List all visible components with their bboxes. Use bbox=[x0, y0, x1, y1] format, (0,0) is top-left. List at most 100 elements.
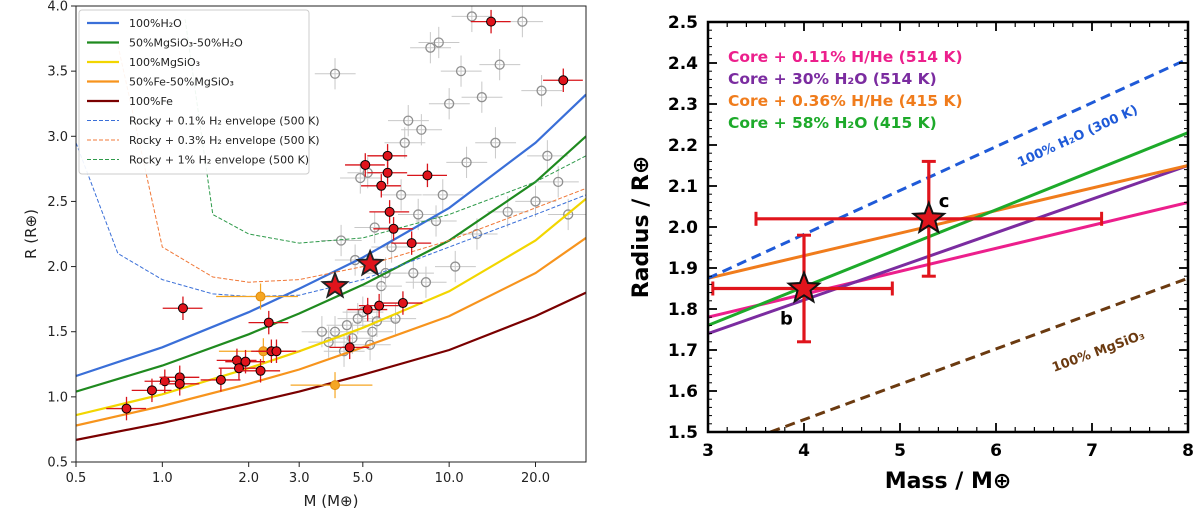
planet-c-star bbox=[910, 199, 947, 234]
series-line-2 bbox=[708, 164, 1188, 280]
series-line-5 bbox=[769, 276, 1188, 432]
red-planet-point bbox=[388, 223, 399, 234]
x-axis-label: M (M⊕) bbox=[304, 492, 359, 510]
grey-planet-point bbox=[425, 42, 436, 53]
legend-label-2: 100%MgSiO₃ bbox=[129, 56, 200, 69]
x-tick-label: 20.0 bbox=[521, 471, 550, 486]
grey-planet-point bbox=[494, 59, 505, 70]
left-frame bbox=[75, 5, 587, 463]
red-planet-point bbox=[486, 16, 497, 27]
red-planet-point bbox=[174, 378, 185, 389]
y-tick-label: 1.6 bbox=[668, 382, 698, 402]
planet-b-label: b bbox=[780, 309, 793, 330]
grey-planet-point bbox=[433, 37, 444, 48]
y-axis-label: Radius / R⊕ bbox=[629, 156, 654, 299]
left-legend-box bbox=[78, 9, 310, 175]
red-planet-point bbox=[344, 342, 355, 353]
red-planet-point bbox=[263, 317, 274, 328]
legend-label-3: 50%Fe-50%MgSiO₃ bbox=[129, 76, 234, 89]
star-marker bbox=[320, 270, 350, 299]
red-planet-point bbox=[382, 150, 393, 161]
y-tick-label: 2.3 bbox=[668, 95, 698, 115]
red-planet-point bbox=[146, 385, 157, 396]
left-model-curves bbox=[76, 18, 586, 441]
grey-planet-point bbox=[437, 189, 448, 201]
x-tick-label: 0.5 bbox=[66, 471, 87, 486]
x-tick-label: 5.0 bbox=[352, 471, 373, 486]
grey-planet-point bbox=[408, 267, 419, 279]
x-tick-label: 6 bbox=[990, 441, 1002, 461]
grey-planet-point bbox=[466, 11, 478, 22]
legend-label-0: Core + 0.11% H/He (514 K) bbox=[728, 48, 963, 66]
left-panel: 0.5 1.0 2.0 3.0 5.0 10.0 20.0 0.5 1.0 1.5 2.0 2.5 3.… bbox=[22, 0, 587, 510]
grey-planet-point bbox=[517, 16, 528, 27]
y-tick-label: 1.9 bbox=[668, 259, 698, 279]
y-tick-label: 1.8 bbox=[668, 300, 698, 320]
orange-planet-point bbox=[330, 380, 341, 391]
model-curve-7 bbox=[184, 18, 586, 244]
right-model-lines bbox=[708, 57, 1188, 432]
grey-planet-point bbox=[341, 320, 353, 331]
grey-planet-point bbox=[329, 68, 341, 79]
grey-planet-point bbox=[316, 326, 328, 337]
series-line-0 bbox=[708, 200, 1188, 319]
red-planet-point bbox=[382, 167, 393, 178]
grey-planet-point bbox=[553, 176, 564, 188]
grey-planet-point bbox=[420, 277, 432, 288]
x-tick-label: 4 bbox=[798, 441, 810, 461]
grey-planet-point bbox=[347, 333, 358, 344]
y-tick-label: 2.0 bbox=[47, 260, 68, 275]
red-planet-point bbox=[360, 159, 371, 170]
legend-label-2: Core + 0.36% H/He (415 K) bbox=[728, 92, 963, 110]
red-planet-point bbox=[121, 403, 132, 414]
y-tick-label: 1.0 bbox=[47, 390, 68, 405]
red-planet-point bbox=[362, 304, 373, 315]
x-tick-label: 3.0 bbox=[289, 471, 310, 486]
y-axis-label: R (R⊕) bbox=[22, 209, 40, 259]
right-plot-area bbox=[708, 22, 1188, 432]
grey-planet-point bbox=[542, 150, 553, 161]
x-tick-label: 10.0 bbox=[435, 471, 464, 486]
series-line-1 bbox=[708, 164, 1188, 336]
grey-planet-point bbox=[530, 196, 541, 207]
grey-planet-point bbox=[563, 209, 574, 220]
y-tick-label: 4.0 bbox=[47, 0, 68, 15]
red-planet-point bbox=[177, 303, 188, 314]
red-planet-point bbox=[215, 374, 226, 385]
legend-label-0: 100%H₂O bbox=[129, 17, 182, 30]
grey-planet-point bbox=[399, 137, 410, 148]
model-curve-2 bbox=[76, 197, 586, 417]
legend-label-1: 50%MgSiO₃-50%H₂O bbox=[129, 37, 243, 50]
red-planet-point bbox=[558, 75, 569, 86]
star-marker bbox=[355, 248, 385, 277]
grey-planet-point bbox=[502, 206, 513, 218]
red-planet-point bbox=[271, 346, 282, 357]
y-tick-label: 2.0 bbox=[668, 218, 698, 238]
red-planet-point bbox=[240, 356, 251, 367]
grey-planet-point bbox=[355, 172, 366, 184]
y-tick-label: 2.4 bbox=[668, 54, 698, 74]
x-tick-label: 2.0 bbox=[238, 471, 259, 486]
grey-planet-point bbox=[371, 316, 383, 327]
grey-planet-point bbox=[536, 85, 547, 96]
grey-planet-point bbox=[369, 222, 380, 233]
planet-b-star bbox=[786, 269, 822, 304]
legend-label-3: Core + 58% H₂O (415 K) bbox=[728, 114, 937, 132]
red-planet-point bbox=[406, 238, 417, 249]
red-planet-point bbox=[374, 300, 385, 311]
red-planet-point bbox=[384, 206, 395, 217]
legend-label-7: Rocky + 1% H₂ envelope (500 K) bbox=[129, 154, 309, 167]
y-tick-label: 1.5 bbox=[668, 423, 698, 443]
legend-label-1: Core + 30% H₂O (514 K) bbox=[728, 70, 937, 88]
red-planet-point bbox=[397, 298, 408, 309]
x-tick-label: 3 bbox=[702, 441, 714, 461]
y-tick-label: 2.1 bbox=[668, 177, 698, 197]
grey-planet-point bbox=[455, 65, 467, 77]
x-tick-label: 8 bbox=[1182, 441, 1194, 461]
grey-planet-point bbox=[476, 92, 487, 103]
legend-label-6: Rocky + 0.3% H₂ envelope (500 K) bbox=[129, 134, 320, 147]
grey-planet-point bbox=[352, 313, 363, 324]
series-line-3 bbox=[708, 131, 1188, 327]
grey-planet-point bbox=[444, 98, 455, 109]
